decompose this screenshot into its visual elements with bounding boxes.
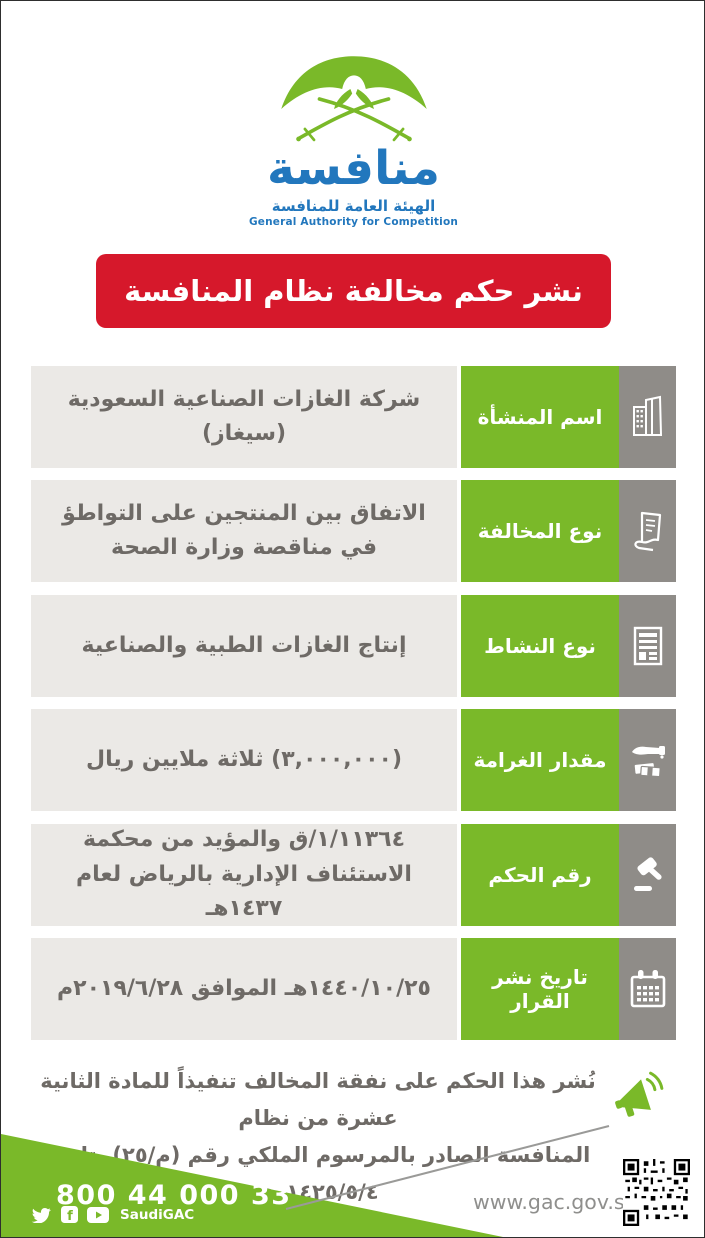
row-judgment-number: رقم الحكم ١١٣٦٤‏/١‏/ق والمؤيد من محكمة ا… <box>31 823 676 926</box>
row-value: ١٤٤٠/١٠/٢٥هـ الموافق ٢٠١٩/٦/٢٨م <box>31 937 457 1040</box>
row-label: تاريخ نشر القرار <box>461 937 619 1040</box>
row-value: (٣,٠٠٠,٠٠٠) ثلاثة ملايين ريال <box>31 709 457 812</box>
facebook-icon[interactable]: f <box>61 1206 78 1223</box>
twitter-icon[interactable] <box>31 1206 52 1223</box>
gavel-icon <box>619 823 676 926</box>
youtube-icon[interactable] <box>87 1206 109 1223</box>
money-hand-icon <box>619 709 676 812</box>
row-fine-amount: مقدار الغرامة (٣,٠٠٠,٠٠٠) ثلاثة ملايين ر… <box>31 709 676 812</box>
row-value: شركة الغازات الصناعية السعودية (سيغاز) <box>31 366 457 468</box>
logo: منافسة الهيئة العامة للمنافسة General Au… <box>1 49 704 228</box>
row-establishment-name: اسم المنشأة شركة الغازات الصناعية السعود… <box>31 366 676 468</box>
legal-note: نُشر هذا الحكم على نفقة المخالف تنفيذاً … <box>40 1069 596 1204</box>
info-rows: اسم المنشأة شركة الغازات الصناعية السعود… <box>31 366 676 1052</box>
row-violation-type: نوع المخالفة الاتفاق بين المنتجين على ال… <box>31 480 676 583</box>
row-value: ١١٣٦٤‏/١‏/ق والمؤيد من محكمة الاستئناف ا… <box>31 823 457 926</box>
row-label: نوع المخالفة <box>461 480 619 583</box>
authority-name-ar: الهيئة العامة للمنافسة <box>271 197 436 215</box>
row-label: مقدار الغرامة <box>461 709 619 812</box>
receipt-icon <box>619 480 676 583</box>
social-handle: SaudiGAC <box>120 1206 195 1223</box>
building-icon <box>619 366 676 468</box>
authority-name-en: General Authority for Competition <box>248 216 459 228</box>
svg-text:f: f <box>67 1209 73 1223</box>
social-bar: f SaudiGAC <box>31 1206 194 1223</box>
brand-name: منافسة <box>266 141 441 196</box>
palm-and-swords-emblem-icon <box>280 56 427 142</box>
row-value: الاتفاق بين المنتجين على التواطؤ في مناق… <box>31 480 457 583</box>
calendar-icon <box>619 937 676 1040</box>
qr-code <box>623 1159 690 1226</box>
row-label: نوع النشاط <box>461 594 619 697</box>
website-url[interactable]: www.gac.gov.sa <box>473 1190 638 1214</box>
title-banner: نشر حكم مخالفة نظام المنافسة <box>96 254 611 328</box>
newspaper-icon <box>619 594 676 697</box>
phone-number: 800 44 000 33 <box>56 1180 292 1211</box>
row-publish-date: تاريخ نشر القرار ١٤٤٠/١٠/٢٥هـ الموافق ٢٠… <box>31 937 676 1040</box>
megaphone-icon <box>615 1071 664 1117</box>
row-label: اسم المنشأة <box>461 366 619 468</box>
row-label: رقم الحكم <box>461 823 619 926</box>
footer-ribbon <box>1 1125 610 1237</box>
row-activity-type: نوع النشاط إنتاج الغازات الطبية والصناعي… <box>31 594 676 697</box>
row-value: إنتاج الغازات الطبية والصناعية <box>31 594 457 697</box>
